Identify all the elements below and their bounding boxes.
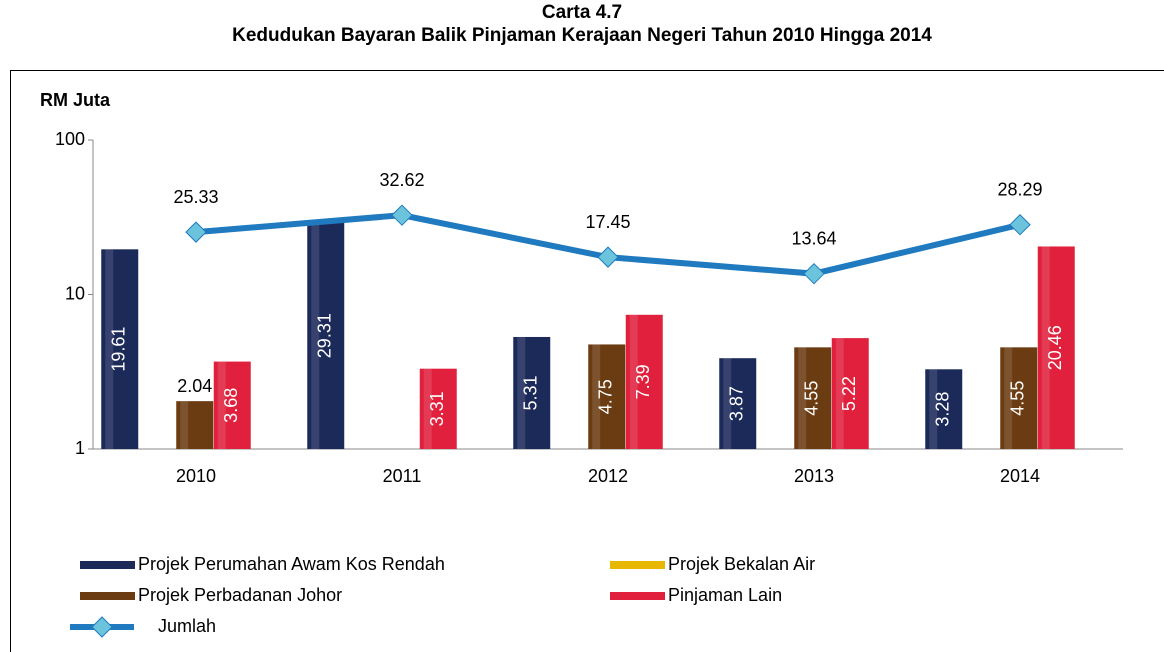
legend-label: Pinjaman Lain: [668, 585, 782, 605]
chart-title: Carta 4.7: [542, 2, 622, 23]
data-label: 5.22: [839, 376, 859, 411]
data-label: 7.39: [633, 364, 653, 399]
chart-subtitle: Kedudukan Bayaran Balik Pinjaman Kerajaa…: [232, 25, 932, 46]
data-label: 13.64: [791, 228, 836, 248]
bar-shine: [929, 369, 938, 449]
bar-shine: [835, 338, 844, 449]
bar: [307, 222, 345, 449]
bar: [1037, 246, 1075, 449]
x-tick-label: 2012: [588, 466, 628, 486]
legend-swatch: [610, 592, 665, 600]
data-label: 4.55: [1008, 381, 1028, 416]
data-label: 4.55: [802, 381, 822, 416]
legend-label: Projek Bekalan Air: [668, 554, 815, 574]
legend-swatch: [610, 561, 665, 569]
x-tick-label: 2014: [1000, 466, 1040, 486]
bar: [176, 401, 214, 449]
bar-shine: [311, 222, 320, 449]
bar-shine: [517, 336, 526, 449]
legend-marker: [91, 616, 113, 638]
bar-shine: [1004, 347, 1013, 449]
x-tick-label: 2010: [176, 466, 216, 486]
bar-shine: [217, 361, 226, 449]
bar: [625, 314, 663, 449]
data-label: 29.31: [315, 313, 335, 358]
bar: [101, 249, 139, 449]
bar-shine: [592, 344, 601, 449]
data-label: 19.61: [109, 327, 129, 372]
bar: [513, 336, 551, 449]
bar-shine: [798, 347, 807, 449]
y-axis-label: RM Juta: [40, 90, 111, 110]
y-tick-label: 100: [55, 129, 85, 149]
line-marker: [185, 221, 207, 243]
bar-shine: [1041, 246, 1050, 449]
line-marker: [803, 262, 825, 285]
legend-swatch: [80, 561, 135, 569]
y-tick-label: 1: [75, 438, 85, 458]
bar: [588, 344, 626, 449]
bar: [419, 368, 457, 449]
y-tick-label: 10: [65, 283, 85, 303]
legend-label: Projek Perbadanan Johor: [138, 585, 342, 605]
line-marker: [597, 246, 619, 268]
legend-label: Projek Perumahan Awam Kos Rendah: [138, 554, 445, 574]
data-label: 3.31: [427, 391, 447, 426]
x-tick-label: 2011: [383, 466, 422, 486]
bar: [213, 361, 251, 449]
data-label: 17.45: [585, 212, 630, 232]
bar: [831, 338, 869, 449]
x-tick-label: 2013: [794, 466, 834, 486]
bar-shine: [423, 368, 432, 449]
legend-label: Jumlah: [158, 616, 216, 636]
bar: [794, 347, 832, 449]
bar: [1000, 347, 1038, 449]
data-label: 25.33: [173, 187, 218, 207]
data-label: 4.75: [596, 379, 616, 414]
line-marker: [391, 204, 413, 226]
legend-swatch: [80, 592, 135, 600]
data-label: 3.68: [221, 388, 241, 423]
data-label: 2.04: [177, 376, 212, 396]
data-label: 20.46: [1045, 325, 1065, 370]
bar: [925, 369, 963, 449]
data-label: 3.87: [727, 386, 747, 421]
bar: [719, 358, 757, 449]
data-label: 32.62: [379, 170, 424, 190]
bar-shine: [180, 401, 189, 449]
chart-frame: [10, 70, 1164, 652]
bar-shine: [723, 358, 732, 449]
data-label: 28.29: [997, 179, 1042, 199]
data-label: 5.31: [521, 375, 541, 410]
bar-shine: [105, 249, 114, 449]
bar-shine: [629, 314, 638, 449]
data-label: 3.28: [933, 392, 953, 427]
line-marker: [1009, 214, 1031, 236]
